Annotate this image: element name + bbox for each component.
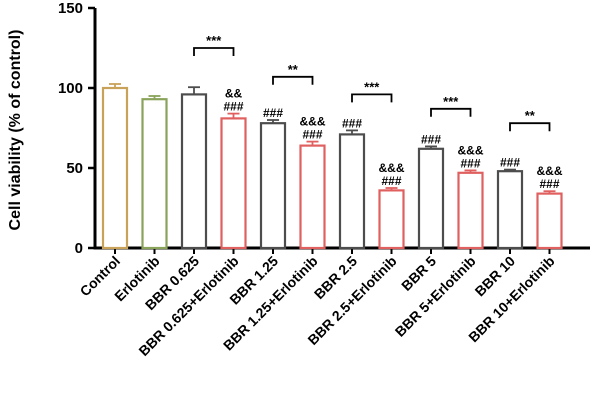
significance-annotation: ### xyxy=(500,156,520,170)
significance-annotation: ### xyxy=(302,128,322,142)
significance-annotation: ### xyxy=(421,132,441,146)
comparison-bracket xyxy=(430,107,472,117)
comparison-label: ** xyxy=(525,108,536,123)
y-tick-label: 50 xyxy=(66,160,83,177)
bar xyxy=(496,170,524,250)
bars xyxy=(101,83,563,250)
significance-annotation: && xyxy=(225,87,243,101)
significance-annotation: &&& xyxy=(379,161,405,175)
bar xyxy=(101,86,129,250)
bar xyxy=(299,144,326,250)
comparison-label: *** xyxy=(364,79,380,94)
bar xyxy=(536,192,563,250)
significance-annotation: ### xyxy=(223,100,243,114)
bar xyxy=(417,147,445,250)
comparison-bracket xyxy=(272,75,314,85)
comparison-label: ** xyxy=(288,62,299,77)
significance-annotation: ### xyxy=(342,116,362,130)
bar xyxy=(259,122,287,250)
bar xyxy=(378,189,405,250)
significance-annotation: ### xyxy=(263,106,283,120)
bar xyxy=(141,98,168,250)
comparison-label: *** xyxy=(443,94,459,109)
significance-annotation: &&& xyxy=(537,164,563,178)
comparison-bracket xyxy=(509,122,551,132)
significance-annotation: ### xyxy=(460,156,480,170)
y-tick-label: 150 xyxy=(58,0,83,17)
comparison-bracket xyxy=(351,93,393,103)
significance-annotation: ### xyxy=(381,174,401,188)
bar xyxy=(220,117,247,250)
y-tick-label: 100 xyxy=(58,80,83,97)
bar xyxy=(180,93,208,250)
significance-annotation: ### xyxy=(539,177,559,191)
annotations: &&### ###&&&######&&&######&&&### ###&&&##… xyxy=(193,33,563,191)
significance-annotation: &&& xyxy=(458,143,484,157)
comparison-bracket xyxy=(193,47,235,56)
comparison-label: *** xyxy=(206,33,222,48)
significance-annotation: &&& xyxy=(300,115,326,129)
bar xyxy=(457,171,484,250)
y-tick-label: 0 xyxy=(75,240,83,257)
bar xyxy=(338,133,366,250)
y-axis-label: Cell viability (% of control) xyxy=(7,30,24,231)
